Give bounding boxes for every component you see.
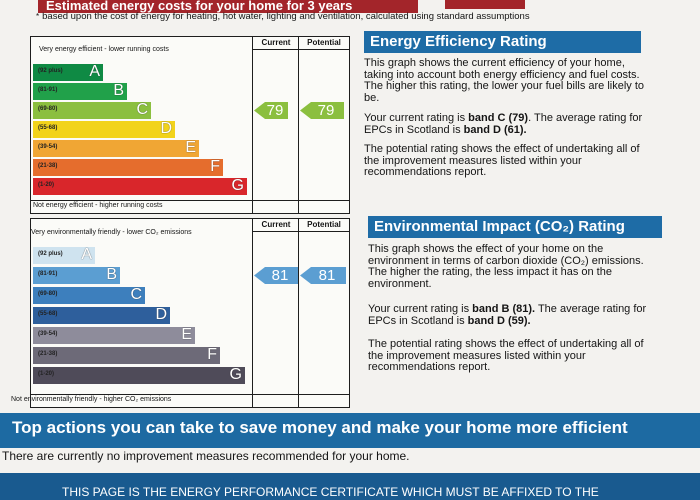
- eer-band-letter: F: [210, 158, 220, 175]
- energy-costs-banner: Estimated energy costs for your home for…: [38, 0, 418, 13]
- current-column-divider: [252, 37, 253, 213]
- eir-band-letter: C: [130, 286, 142, 303]
- eer-band-letter: D: [160, 120, 172, 137]
- eir-band-range: (21-38): [38, 351, 58, 357]
- top-actions-bar: [0, 413, 700, 451]
- eer-potential-text: The potential rating shows the effect of…: [364, 143, 640, 178]
- eir-current-rating-text: Your current rating is band B (81). The …: [368, 303, 658, 327]
- potential-column-header: Potential: [307, 38, 341, 47]
- eer-band-range: (21-38): [38, 163, 58, 169]
- eer-band-letter: A: [89, 63, 100, 80]
- eir-average-band: band D (59).: [467, 314, 531, 327]
- eir-band-letter: E: [181, 326, 192, 343]
- eer-bottom-rule: [31, 200, 349, 201]
- potential-column-divider: [298, 219, 299, 407]
- eer-band-letter: E: [185, 139, 196, 156]
- asterisk: *: [36, 12, 40, 21]
- column-header-rule: [252, 49, 349, 50]
- eir-band-g: (1-20) G: [33, 366, 245, 384]
- eer-current-band: band C (79): [468, 112, 529, 124]
- very-friendly-label: Very environmentally friendly - lower CO…: [31, 229, 192, 236]
- eer-band-letter: B: [113, 82, 124, 99]
- eer-potential-value: 79: [317, 102, 335, 119]
- current-column-header: Current: [261, 38, 291, 47]
- eir-potential-rating-arrow: 81: [300, 267, 346, 284]
- eir-band-a: (92 plus) A: [33, 246, 95, 264]
- current-column-divider: [252, 219, 253, 407]
- eer-rating-mid: . The average rating for EPCs in Scotlan…: [364, 112, 643, 136]
- eir-heading: Environmental Impact (CO₂) Rating: [368, 216, 662, 238]
- footer-certificate-text: THIS PAGE IS THE ENERGY PERFORMANCE CERT…: [62, 485, 599, 499]
- environmental-impact-chart: Current Potential Very environmentally f…: [11, 218, 350, 408]
- assumption-note: * based upon the cost of energy for heati…: [36, 11, 530, 22]
- eir-description: This graph shows the effect of your home…: [368, 243, 644, 290]
- no-improvements-note: There are currently no improvement measu…: [0, 448, 700, 468]
- eir-current-value: 81: [271, 267, 289, 284]
- eir-band-letter: F: [207, 346, 217, 363]
- banner-accent: [445, 0, 525, 9]
- eer-potential-rating-arrow: 79: [300, 102, 344, 119]
- eer-band-b: (81-91) B: [33, 82, 127, 100]
- potential-column-header: Potential: [307, 220, 341, 229]
- eer-band-range: (92 plus): [38, 68, 63, 74]
- eir-band-f: (21-38) F: [33, 346, 220, 364]
- eer-band-range: (55-68): [38, 125, 58, 131]
- eir-band-range: (92 plus): [38, 251, 63, 257]
- eir-bottom-rule: [31, 394, 349, 395]
- eer-current-rating-text: Your current rating is band C (79). The …: [364, 112, 654, 136]
- eir-band-e: (39-54) E: [33, 326, 195, 344]
- eir-band-range: (55-68): [38, 311, 58, 317]
- eir-band-range: (69-80): [38, 291, 58, 297]
- column-header-rule: [252, 231, 349, 232]
- eer-band-letter: G: [231, 177, 244, 194]
- very-efficient-label: Very energy efficient - lower running co…: [39, 46, 169, 53]
- eer-band-e: (39-54) E: [33, 139, 199, 157]
- assumption-note-text: based upon the cost of energy for heatin…: [42, 11, 530, 22]
- eer-band-range: (81-91): [38, 87, 58, 93]
- eer-band-letter: C: [136, 101, 148, 118]
- eer-band-g: (1-20) G: [33, 177, 247, 195]
- eer-band-range: (1-20): [38, 182, 55, 188]
- eir-band-range: (39-54): [38, 331, 58, 337]
- eir-band-c: (69-80) C: [33, 286, 145, 304]
- eir-rating-mid: The average rating for EPCs in Scotland …: [368, 303, 647, 327]
- potential-column-divider: [298, 37, 299, 213]
- eer-heading: Energy Efficiency Rating: [364, 31, 641, 53]
- eir-band-b: (81-91) B: [33, 266, 120, 284]
- current-column-header: Current: [261, 220, 291, 229]
- eer-average-band: band D (61).: [463, 123, 527, 136]
- footer-bar: [0, 473, 700, 500]
- eir-band-range: (1-20): [38, 371, 55, 377]
- eir-current-band: band B (81).: [472, 303, 536, 315]
- top-actions-title: Top actions you can take to save money a…: [12, 418, 628, 437]
- eir-potential-text: The potential rating shows the effect of…: [368, 338, 644, 373]
- eer-description: This graph shows the current efficiency …: [364, 57, 645, 104]
- eir-current-rating-arrow: 81: [254, 267, 298, 284]
- eir-band-range: (81-91): [38, 271, 58, 277]
- eir-band-letter: A: [81, 246, 92, 263]
- eer-band-range: (39-54): [38, 144, 58, 150]
- eir-rating-prefix: Your current rating is: [368, 303, 473, 315]
- energy-efficiency-chart: Current Potential Very energy efficient …: [30, 36, 350, 214]
- eir-band-letter: D: [155, 306, 167, 323]
- eir-band-d: (55-68) D: [33, 306, 170, 324]
- eir-potential-value: 81: [318, 267, 336, 284]
- not-friendly-label: Not environmentally friendly - higher CO…: [11, 396, 172, 403]
- not-efficient-label: Not energy efficient - higher running co…: [33, 202, 163, 209]
- eer-current-rating-arrow: 79: [254, 102, 288, 119]
- eer-band-range: (69-80): [38, 106, 58, 112]
- eer-current-value: 79: [266, 102, 284, 119]
- eer-rating-prefix: Your current rating is: [364, 112, 469, 124]
- eir-band-letter: B: [106, 266, 117, 283]
- eir-band-letter: G: [229, 366, 242, 383]
- eer-band-d: (55-68) D: [33, 120, 175, 138]
- eer-band-f: (21-38) F: [33, 158, 223, 176]
- eer-band-c: (69-80) C: [33, 101, 151, 119]
- eer-band-a: (92 plus) A: [33, 63, 103, 81]
